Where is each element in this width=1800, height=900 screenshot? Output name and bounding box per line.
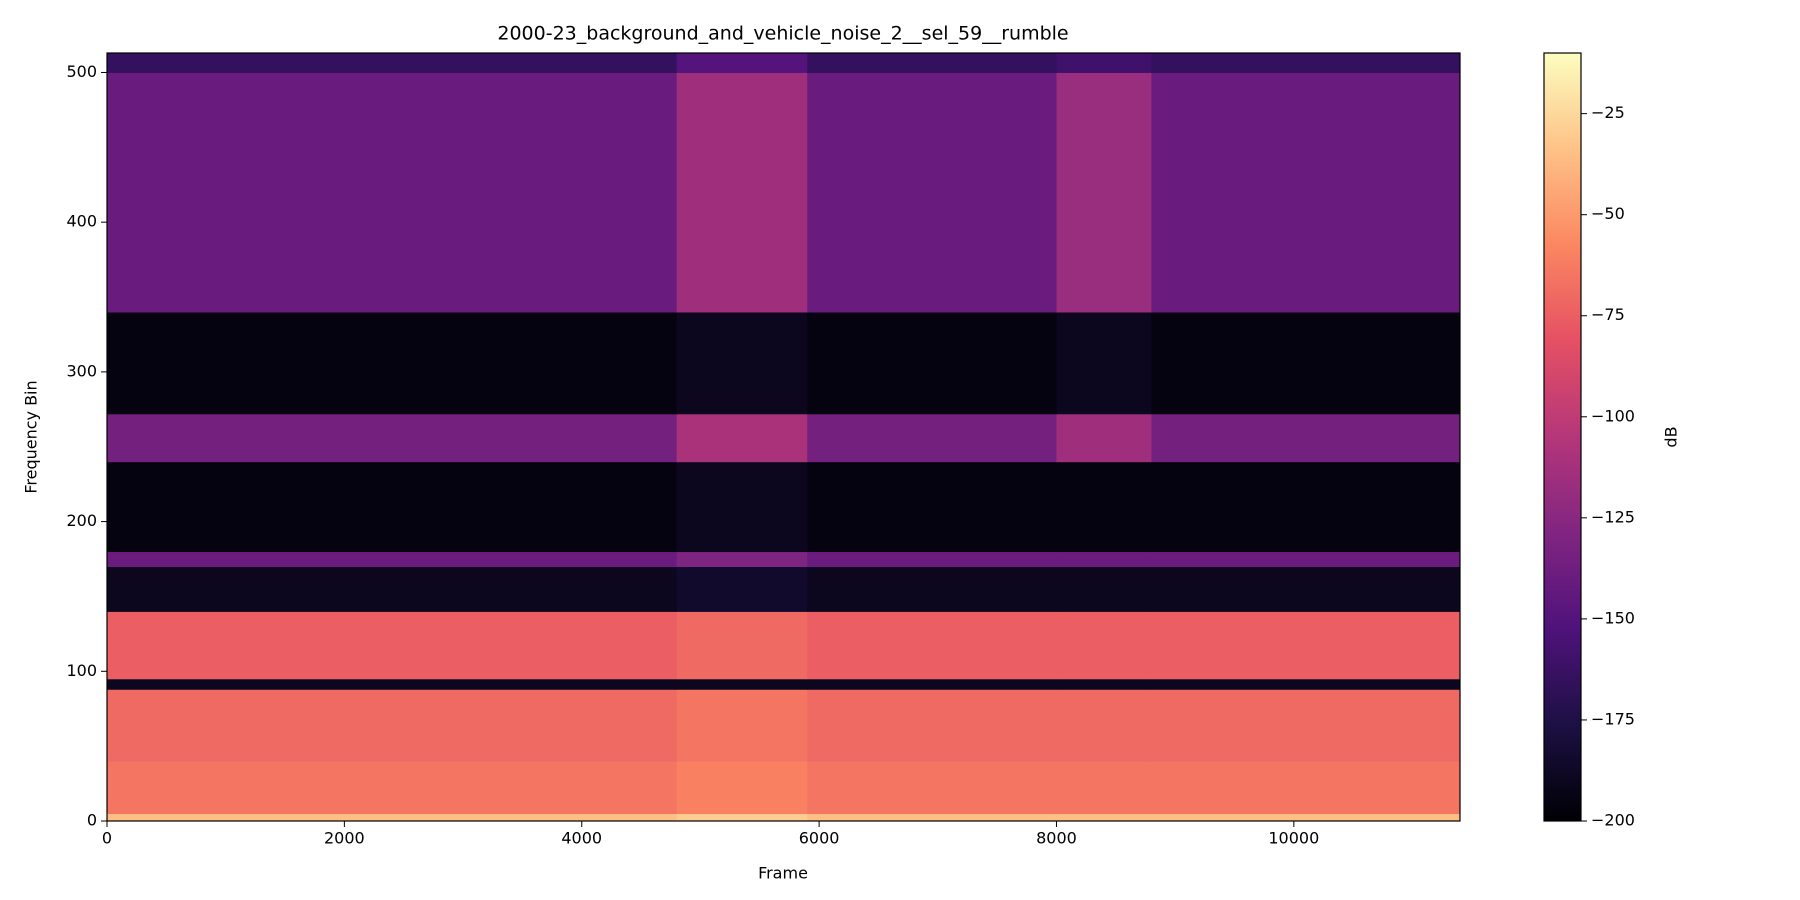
y-tick-label: 0 <box>87 811 97 830</box>
heatmap-cell <box>1056 689 1152 762</box>
heatmap-cell <box>807 566 1057 612</box>
heatmap-cell <box>807 551 1057 567</box>
heatmap-cell <box>1151 413 1461 463</box>
heatmap-cell <box>1056 311 1152 415</box>
colorbar-tick-label: −50 <box>1591 204 1625 223</box>
heatmap-cell <box>676 813 808 822</box>
heatmap-cell <box>676 611 808 680</box>
heatmap-cell <box>807 72 1057 313</box>
x-tick-label: 8000 <box>1036 829 1077 848</box>
heatmap-cell <box>1056 566 1152 612</box>
heatmap-cell <box>1151 551 1461 567</box>
heatmap-cell <box>807 689 1057 762</box>
heatmap-cell <box>1151 611 1461 680</box>
heatmap-cell <box>1151 678 1461 690</box>
heatmap-cell <box>1056 611 1152 680</box>
y-tick-label: 500 <box>66 62 97 81</box>
y-axis-label: Frequency Bin <box>22 380 41 493</box>
heatmap-cell <box>107 813 678 822</box>
heatmap-cell <box>1151 72 1461 313</box>
chart-title: 2000-23_background_and_vehicle_noise_2__… <box>497 23 1068 45</box>
heatmap-cell <box>1151 53 1461 73</box>
heatmap-cell <box>676 413 808 463</box>
heatmap <box>107 53 1461 822</box>
heatmap-cell <box>1056 53 1152 73</box>
heatmap-cell <box>807 53 1057 73</box>
heatmap-cell <box>107 761 678 815</box>
heatmap-cell <box>107 551 678 567</box>
heatmap-cell <box>1151 761 1461 815</box>
heatmap-cell <box>1056 551 1152 567</box>
colorbar-tick-label: −175 <box>1591 709 1635 728</box>
colorbar <box>1543 52 1582 822</box>
heatmap-cell <box>676 678 808 690</box>
heatmap-cell <box>1056 761 1152 815</box>
x-tick-label: 0 <box>102 829 112 848</box>
plot-frame <box>106 52 1461 822</box>
heatmap-cell <box>676 72 808 313</box>
heatmap-cell <box>676 551 808 567</box>
heatmap-cell <box>107 413 678 463</box>
heatmap-cell <box>107 678 678 690</box>
heatmap-cell <box>807 813 1057 822</box>
heatmap-cell <box>676 689 808 762</box>
heatmap-cell <box>107 53 678 73</box>
heatmap-cell <box>107 461 678 553</box>
heatmap-cell <box>107 566 678 612</box>
y-tick-label: 300 <box>66 361 97 380</box>
heatmap-cell <box>1056 461 1152 553</box>
x-tick-label: 2000 <box>324 829 365 848</box>
heatmap-cell <box>107 689 678 762</box>
colorbar-tick-label: −125 <box>1591 507 1635 526</box>
y-tick-label: 200 <box>66 511 97 530</box>
colorbar-tick-label: −200 <box>1591 811 1635 830</box>
heatmap-cell <box>1151 566 1461 612</box>
y-tick-label: 100 <box>66 661 97 680</box>
heatmap-cell <box>676 311 808 415</box>
colorbar-label: dB <box>1662 426 1681 447</box>
colorbar-tick-label: −150 <box>1591 608 1635 627</box>
colorbar-tick-label: −75 <box>1591 305 1625 324</box>
heatmap-cell <box>107 311 678 415</box>
y-tick-label: 400 <box>66 212 97 231</box>
heatmap-cell <box>1151 311 1461 415</box>
heatmap-cell <box>807 678 1057 690</box>
heatmap-cell <box>107 72 678 313</box>
heatmap-cell <box>1056 678 1152 690</box>
heatmap-cell <box>807 413 1057 463</box>
heatmap-cell <box>807 761 1057 815</box>
colorbar-tick-label: −100 <box>1591 406 1635 425</box>
heatmap-cell <box>807 461 1057 553</box>
heatmap-cell <box>807 611 1057 680</box>
heatmap-cell <box>676 53 808 73</box>
heatmap-cell <box>1151 461 1461 553</box>
heatmap-cell <box>676 461 808 553</box>
heatmap-cell <box>1056 413 1152 463</box>
x-tick-label: 10000 <box>1268 829 1319 848</box>
heatmap-cell <box>676 761 808 815</box>
heatmap-cell <box>107 611 678 680</box>
heatmap-cell <box>1056 813 1152 822</box>
x-axis-label: Frame <box>758 864 808 883</box>
colorbar-tick-label: −25 <box>1591 103 1625 122</box>
heatmap-cell <box>1151 689 1461 762</box>
heatmap-cell <box>676 566 808 612</box>
x-tick-label: 4000 <box>561 829 602 848</box>
heatmap-cell <box>1056 72 1152 313</box>
x-tick-label: 6000 <box>799 829 840 848</box>
heatmap-cell <box>807 311 1057 415</box>
heatmap-cell <box>1151 813 1461 822</box>
